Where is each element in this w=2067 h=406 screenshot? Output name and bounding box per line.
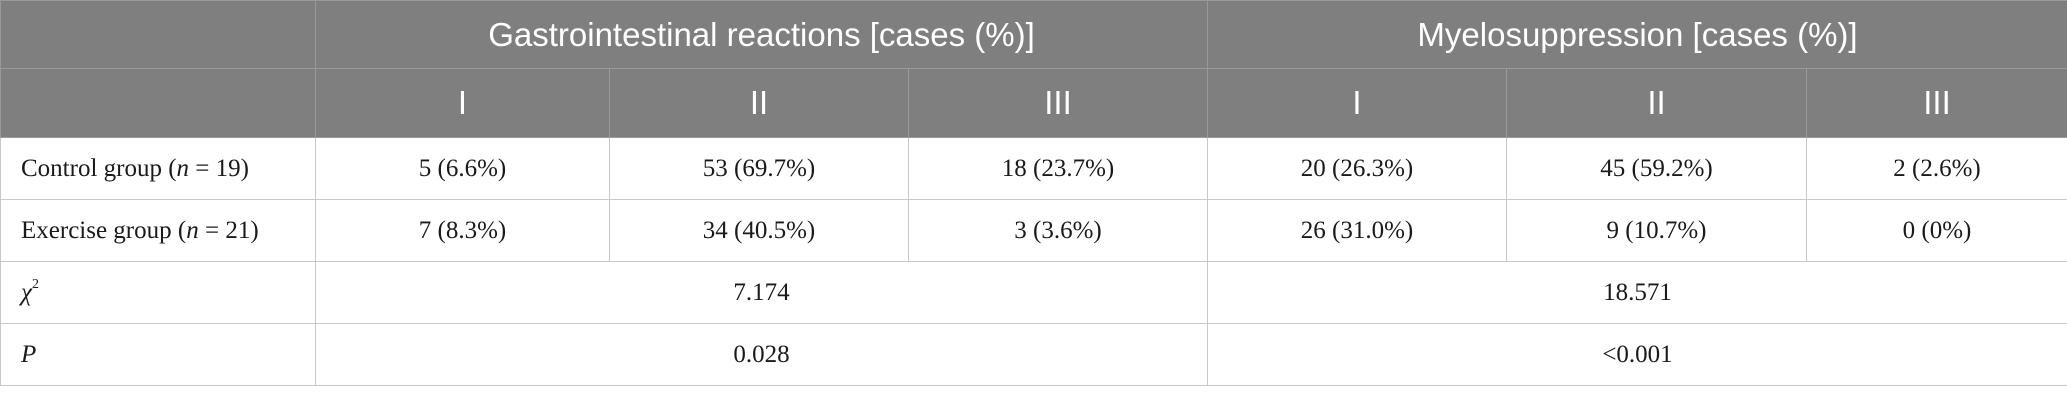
row-label-p-value: P <box>0 323 316 386</box>
data-cell: 0 (0%) <box>1805 199 2067 262</box>
corner-cell <box>0 0 316 69</box>
group-header-row: Gastrointestinal reactions [cases (%)] M… <box>0 0 2067 69</box>
p-value-gi: 0.028 <box>315 323 1208 386</box>
corner-cell-sub <box>0 68 316 138</box>
data-cell: 34 (40.5%) <box>609 199 909 262</box>
p-value-myelo: <0.001 <box>1206 323 2067 386</box>
table-row-exercise: Exercise group (n = 21) 7 (8.3%) 34 (40.… <box>0 199 2067 262</box>
data-cell: 20 (26.3%) <box>1207 137 1507 200</box>
results-table: Gastrointestinal reactions [cases (%)] M… <box>0 0 2067 386</box>
table-header: Gastrointestinal reactions [cases (%)] M… <box>0 0 2067 138</box>
gi-grade-3-header: III <box>908 68 1208 138</box>
data-cell: 53 (69.7%) <box>609 137 909 200</box>
myelosuppression-header: Myelosuppression [cases (%)] <box>1206 0 2067 69</box>
gastrointestinal-header: Gastrointestinal reactions [cases (%)] <box>315 0 1208 69</box>
gi-grade-2-header: II <box>609 68 909 138</box>
data-cell: 7 (8.3%) <box>315 199 610 262</box>
data-cell: 3 (3.6%) <box>908 199 1208 262</box>
myelo-grade-1-header: I <box>1207 68 1507 138</box>
data-cell: 26 (31.0%) <box>1207 199 1507 262</box>
table-row-p-value: P 0.028 <0.001 <box>0 323 2067 386</box>
data-cell: 18 (23.7%) <box>908 137 1208 200</box>
table-body: Control group (n = 19) 5 (6.6%) 53 (69.7… <box>0 137 2067 386</box>
row-label-control: Control group (n = 19) <box>0 137 316 200</box>
row-label-exercise: Exercise group (n = 21) <box>0 199 316 262</box>
chi-square-gi-value: 7.174 <box>315 261 1208 324</box>
grade-header-row: I II III I II III <box>0 68 2067 138</box>
myelo-grade-3-header: III <box>1805 68 2067 138</box>
gi-grade-1-header: I <box>315 68 610 138</box>
data-cell: 5 (6.6%) <box>315 137 610 200</box>
chi-square-myelo-value: 18.571 <box>1206 261 2067 324</box>
myelo-grade-2-header: II <box>1506 68 1807 138</box>
table-row-control: Control group (n = 19) 5 (6.6%) 53 (69.7… <box>0 137 2067 200</box>
table-row-chi-square: χ2 7.174 18.571 <box>0 261 2067 324</box>
data-cell: 9 (10.7%) <box>1506 199 1807 262</box>
row-label-chi-square: χ2 <box>0 261 316 324</box>
data-cell: 2 (2.6%) <box>1805 137 2067 200</box>
data-cell: 45 (59.2%) <box>1506 137 1807 200</box>
